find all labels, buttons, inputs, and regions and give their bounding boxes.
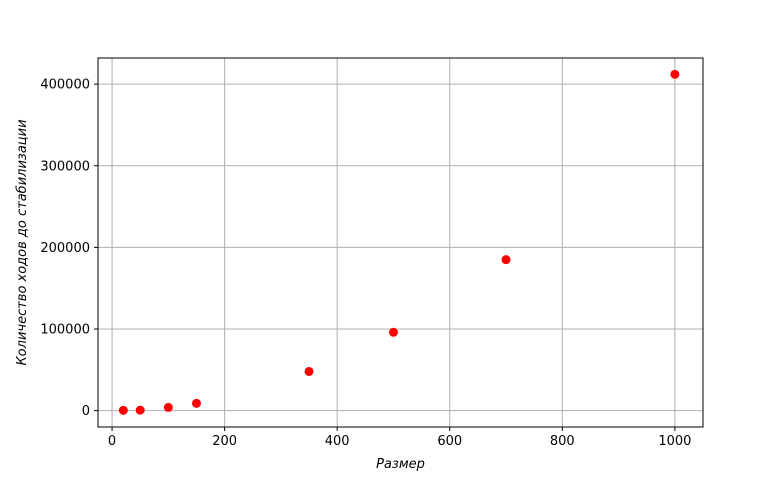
y-tick-label: 200000 — [40, 241, 90, 256]
axis-ticks: 0 200 400 600 800 1000 0 100000 200000 300000 4000… — [40, 78, 691, 449]
y-tick-label: 100000 — [40, 323, 90, 338]
plot-area-frame — [97, 57, 704, 428]
grid — [98, 58, 703, 427]
y-tick-label: 0 — [82, 404, 90, 419]
y-tick-label: 400000 — [40, 78, 90, 93]
x-tick-label: 0 — [108, 434, 116, 449]
y-tick-label: 300000 — [40, 159, 90, 174]
data-point — [388, 327, 398, 337]
data-point — [135, 405, 145, 415]
data-point — [670, 69, 680, 79]
data-point — [163, 402, 173, 412]
y-axis-label: Количество ходов до стабилизации — [15, 119, 30, 365]
x-tick-label: 400 — [325, 434, 350, 449]
data-point — [304, 366, 314, 376]
data-point — [501, 255, 511, 265]
data-point — [191, 398, 201, 408]
data-points — [118, 69, 680, 415]
x-tick-label: 800 — [550, 434, 575, 449]
x-tick-label: 200 — [212, 434, 237, 449]
x-axis-label: Размер — [376, 457, 425, 472]
x-tick-label: 1000 — [658, 434, 691, 449]
data-point — [118, 405, 128, 415]
x-tick-label: 600 — [437, 434, 462, 449]
